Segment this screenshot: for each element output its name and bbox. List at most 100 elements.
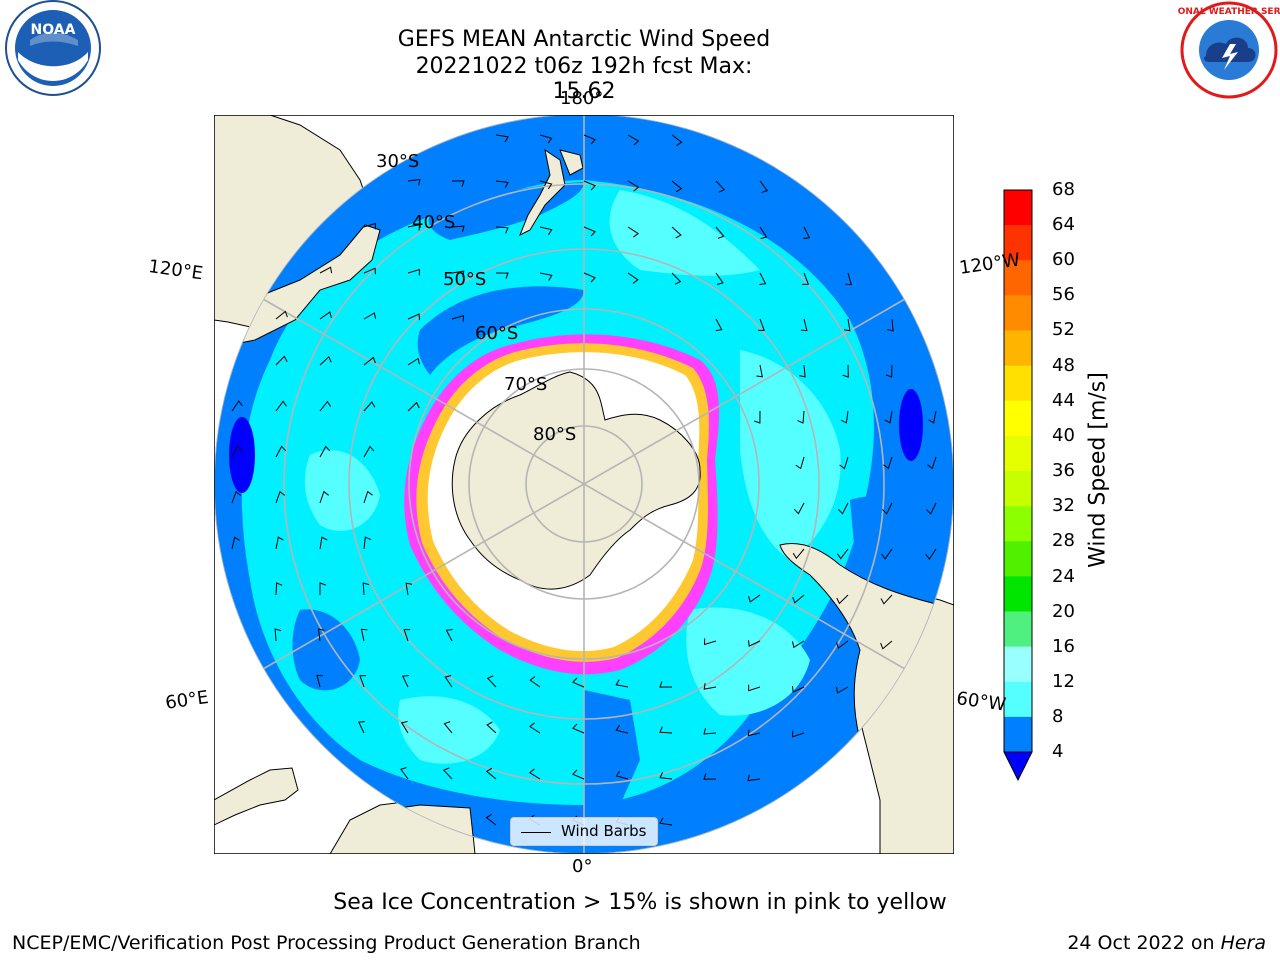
colorbar-block: [1004, 295, 1032, 331]
wind-barb: [319, 311, 332, 320]
wind-barb: [486, 721, 497, 734]
wind-barb: [758, 318, 765, 331]
colorbar-tick: 32: [1052, 495, 1075, 516]
wind-barb: [802, 272, 810, 285]
wind-barb: [659, 817, 673, 826]
wind-barb: [363, 490, 373, 504]
wind-barb: [363, 222, 376, 230]
colorbar-tick: 60: [1052, 249, 1075, 270]
colorbar-block: [1004, 400, 1032, 437]
wind-barb: [627, 226, 639, 238]
wind-barb: [401, 675, 409, 688]
wind-barb: [659, 681, 673, 688]
wind-barb: [360, 628, 368, 642]
latitude-label: 40°S: [412, 212, 456, 233]
date-label: 24 Oct 2022 on: [1067, 932, 1221, 954]
wind-barb: [928, 410, 937, 424]
wind-barb: [442, 767, 453, 780]
wind-barb: [671, 180, 683, 193]
wind-barb: [925, 548, 937, 560]
wind-field-strong: [686, 607, 810, 716]
wind-barb: [319, 266, 333, 274]
colorbar-tick: 24: [1052, 566, 1075, 587]
colorbar-tick: 4: [1052, 741, 1064, 762]
wind-barb: [880, 640, 893, 650]
wind-field-very-calm: [899, 389, 923, 461]
colorbar: [1003, 189, 1033, 782]
noaa-logo-text: NOAA: [31, 22, 76, 38]
wind-barb: [445, 629, 453, 642]
noaa-logo: NOAA: [5, 0, 101, 96]
wind-barb: [451, 225, 465, 233]
colorbar-tick: 20: [1052, 601, 1075, 622]
wind-barb: [799, 364, 806, 378]
wind-barb: [800, 318, 808, 332]
nws-logo: NATIONAL WEATHER SERVICE: [1178, 1, 1280, 99]
wind-barb: [451, 270, 465, 278]
wind-barb: [748, 594, 761, 603]
colorbar-block: [1004, 611, 1032, 648]
colorbar-block: [1004, 506, 1032, 542]
colorbar-tick: 16: [1052, 636, 1075, 657]
wind-barb: [887, 318, 894, 332]
wind-barb: [363, 312, 377, 320]
wind-barb: [671, 272, 682, 285]
wind-barb: [319, 445, 331, 458]
colorbar-block: [1004, 365, 1032, 402]
colorbar-tick: 8: [1052, 706, 1064, 727]
colorbar-block: [1004, 190, 1032, 226]
latitude-label: 30°S: [376, 151, 420, 172]
wind-barb: [884, 410, 893, 424]
wind-barb: [316, 674, 324, 688]
wind-barb: [317, 628, 325, 642]
wind-barb: [486, 675, 497, 688]
wind-barb: [359, 675, 366, 688]
wind-barb: [400, 721, 409, 734]
wind-barb: [845, 272, 852, 286]
wind-barb: [839, 456, 849, 470]
wind-barb: [881, 548, 893, 560]
wind-barb: [627, 134, 640, 146]
wind-barb: [615, 770, 629, 780]
wind-barb: [793, 502, 805, 515]
wind-barb: [927, 456, 937, 470]
legend: Wind Barbs: [510, 817, 658, 846]
wind-barb: [836, 548, 849, 560]
wind-barb: [572, 723, 585, 734]
wind-field-strong: [609, 190, 760, 276]
wind-barb: [403, 629, 411, 642]
wind-field-calm: [292, 609, 360, 691]
wind-barb: [795, 456, 805, 470]
wind-barb: [836, 594, 849, 605]
wind-barb: [880, 594, 893, 605]
wind-barb: [703, 683, 717, 690]
wind-barb: [407, 401, 420, 412]
wind-barb: [405, 582, 413, 596]
wind-barb: [231, 490, 242, 504]
wind-barb: [792, 548, 805, 560]
wind-barb: [803, 226, 811, 239]
credit-text: NCEP/EMC/Verification Post Processing Pr…: [12, 932, 641, 954]
legend-line-icon: [521, 832, 551, 833]
colorbar-title: Wind Speed [m/s]: [1085, 372, 1111, 568]
colorbar-block: [1004, 716, 1032, 753]
wind-barb: [363, 445, 375, 458]
wind-barb: [231, 400, 243, 412]
wind-barb: [747, 774, 761, 782]
nws-logo-text: NATIONAL WEATHER SERVICE: [1178, 7, 1280, 17]
wind-barb: [319, 355, 332, 366]
wind-barb: [843, 318, 851, 332]
wind-barb: [319, 490, 329, 504]
wind-barb: [838, 502, 849, 515]
wind-barb: [400, 767, 409, 780]
colorbar-block: [1004, 225, 1032, 261]
wind-barb: [703, 728, 717, 735]
wind-barb: [443, 721, 453, 734]
wind-barb: [319, 536, 328, 550]
wind-barb: [754, 410, 761, 424]
wind-barb: [275, 400, 287, 412]
wind-barb: [358, 721, 365, 734]
wind-barb: [363, 267, 376, 275]
wind-barb: [485, 813, 497, 826]
wind-field-calm: [850, 495, 954, 567]
